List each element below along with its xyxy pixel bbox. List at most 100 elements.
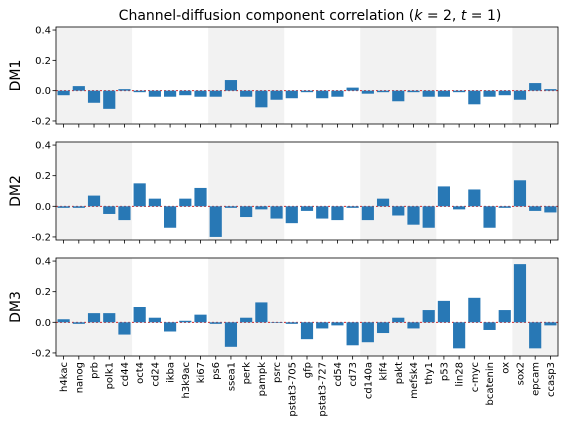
bar-dm2-pstat3-727 <box>316 206 329 219</box>
shade-band <box>56 27 133 124</box>
bar-dm2-cd54 <box>331 206 344 221</box>
x-tick-label: pampk <box>257 362 268 397</box>
bar-dm1-polk1 <box>103 90 116 109</box>
bar-dm2-ikba <box>164 206 177 228</box>
x-tick-label: perk <box>242 362 253 385</box>
bar-dm1-pampk <box>255 90 268 108</box>
bar-dm3-psrc <box>270 322 283 323</box>
bar-dm3-cd140a <box>361 322 374 343</box>
y-tick-label: 0.0 <box>35 86 51 97</box>
x-tick-label: cd140a <box>363 362 374 399</box>
y-tick-label: 0.0 <box>35 318 51 329</box>
x-tick-label: ikba <box>166 362 177 383</box>
bar-dm3-cd44 <box>118 322 131 335</box>
bar-dm1-perk <box>240 90 253 97</box>
x-tick-label: mefsk4 <box>409 362 420 399</box>
x-tick-label: pstat3-727 <box>318 362 329 417</box>
bar-dm1-epcam <box>529 83 542 91</box>
bar-dm1-ccasp3 <box>544 89 557 91</box>
bar-dm3-ikba <box>164 322 177 332</box>
bar-dm3-oct4 <box>133 307 146 323</box>
x-tick-label: bcatenin <box>485 362 496 406</box>
bar-dm2-pakt <box>392 206 405 216</box>
x-tick-label: pakt <box>394 362 405 384</box>
bar-dm2-ccasp3 <box>544 206 557 213</box>
bar-dm1-cd140a <box>361 90 374 94</box>
bar-dm3-perk <box>240 317 253 323</box>
bar-dm1-cd73 <box>346 87 359 91</box>
y-tick-label: 0.2 <box>35 287 51 298</box>
x-tick-label: polk1 <box>105 362 116 389</box>
x-tick-label: sox2 <box>515 362 526 385</box>
panel-dm3: 0.4 0.2 0.0 -0.2 DM3 <box>8 257 559 360</box>
x-tick-label: cd44 <box>120 362 131 387</box>
bar-dm3-ki67 <box>194 314 207 323</box>
shade-band <box>512 27 558 124</box>
bar-dm3-nanog <box>72 322 85 324</box>
panel-label: DM2 <box>8 175 24 207</box>
bar-dm3-sox2 <box>513 264 527 323</box>
bar-dm3-mefsk4 <box>407 322 420 329</box>
x-tick-label: ssea1 <box>226 362 237 391</box>
bar-dm1-mefsk4 <box>407 90 420 93</box>
x-tick-label: pstat3-705 <box>287 362 298 417</box>
bar-dm1-pstat3-705 <box>285 90 298 99</box>
bar-dm1-psrc <box>270 90 283 100</box>
chart-panels: 0.40.20.0-0.2DM10.40.20.0-0.2DM20.40.20.… <box>8 26 559 417</box>
bar-dm1-lin28 <box>453 90 466 93</box>
bar-dm3-cd73 <box>346 322 359 346</box>
bar-dm2-ssea1 <box>224 206 238 208</box>
bar-dm3-polk1 <box>103 313 116 323</box>
x-tick-label: klf4 <box>379 362 390 380</box>
chart-title: Channel-diffusion component correlation … <box>119 8 502 24</box>
y-tick-label: 0.0 <box>35 202 51 213</box>
x-tick-label: ki67 <box>196 362 207 383</box>
bar-dm3-h3k9ac <box>179 320 192 323</box>
bar-dm2-thy1 <box>422 206 435 228</box>
bar-dm3-prb <box>87 313 101 323</box>
shade-band <box>56 142 133 240</box>
x-tick-label: cd54 <box>333 362 344 387</box>
x-tick-label: cd24 <box>150 362 161 387</box>
bar-dm2-epcam <box>529 206 542 211</box>
bar-dm2-ox <box>498 206 511 208</box>
x-tick-label: ox <box>500 362 511 374</box>
bar-dm3-lin28 <box>453 322 466 349</box>
bar-dm3-pampk <box>255 302 268 323</box>
bar-dm3-p53 <box>437 300 450 323</box>
x-tick-label: cd73 <box>348 362 359 387</box>
shade-band <box>360 27 437 124</box>
shade-band <box>208 258 285 356</box>
bar-dm3-cd24 <box>148 317 161 323</box>
bar-dm1-c-myc <box>468 90 481 105</box>
bar-dm2-p53 <box>437 186 450 207</box>
bar-dm1-nanog <box>72 86 85 91</box>
bar-dm3-h4kac <box>57 319 70 323</box>
bar-dm3-bcatenin <box>483 322 496 330</box>
bar-dm1-ps6 <box>209 90 222 97</box>
bar-dm3-ps6 <box>209 322 222 324</box>
bar-dm1-ikba <box>164 90 177 97</box>
bar-dm2-pstat3-705 <box>285 206 298 224</box>
bar-dm2-ki67 <box>194 187 207 207</box>
bar-dm1-h4kac <box>57 90 70 96</box>
bar-dm1-thy1 <box>422 90 435 97</box>
bar-dm2-prb <box>87 195 101 207</box>
bar-dm1-h3k9ac <box>179 90 192 96</box>
bar-dm2-perk <box>240 206 253 218</box>
bar-dm2-mefsk4 <box>407 206 420 225</box>
bar-dm2-c-myc <box>468 189 481 207</box>
x-tick-label: ccasp3 <box>546 362 557 397</box>
bar-dm3-ox <box>498 310 511 323</box>
bar-dm2-cd24 <box>148 198 161 207</box>
shade-band <box>56 258 133 356</box>
x-tick-label: gfp <box>303 362 314 378</box>
bar-dm2-cd140a <box>361 206 374 221</box>
y-tick-label: 0.4 <box>35 26 51 37</box>
bar-dm3-gfp <box>300 322 314 340</box>
bar-dm3-pstat3-705 <box>285 322 298 324</box>
bar-dm2-lin28 <box>453 206 466 210</box>
bar-dm2-cd44 <box>118 206 131 221</box>
x-tick-label: h3k9ac <box>181 362 192 398</box>
bar-dm1-ki67 <box>194 90 207 97</box>
